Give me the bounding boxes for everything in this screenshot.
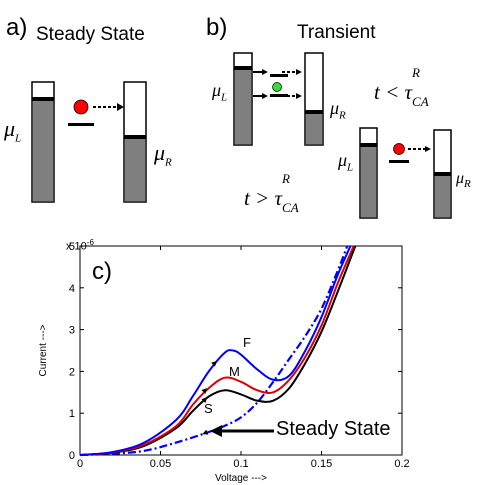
arrow-steady [202, 429, 209, 435]
panel-a-left-contact [31, 81, 55, 203]
panel-b-mu-left-sub: L [221, 91, 228, 104]
panel-b2-mu-right-symbol: μ [456, 170, 465, 187]
arrow-fast [211, 360, 217, 367]
panel-a-dot-level [68, 123, 94, 126]
inequality-less: t < τ R CA [374, 65, 429, 109]
steady-annotation-arrow-head [210, 425, 222, 437]
curve-label-slow: S [204, 401, 213, 416]
y-tick-label: 4 [69, 283, 75, 295]
panel-a-mu-right: μR [154, 140, 172, 168]
arrow-medium [201, 388, 208, 394]
panel-b-mu-left: μL [212, 80, 227, 104]
tau-less-sub: CA [412, 94, 429, 109]
panel-b2-mu-right: μR [456, 170, 471, 190]
panel-a-letter: a) [6, 14, 28, 41]
inequality-greater: t > τ R CA [244, 171, 299, 215]
panel-b2-electron-dot [393, 143, 405, 155]
curve-label-fast: F [243, 335, 251, 350]
steady-state-annotation: Steady State [276, 418, 391, 440]
panel-b2-mu-right-sub: R [464, 178, 471, 191]
panel-b-mu-right: μR [330, 98, 346, 122]
panel-a-mu-left: μL [4, 116, 21, 144]
panel-a-mu-left-sub: L [15, 132, 22, 145]
exponent-label-power: -6 [86, 238, 94, 247]
series-line-s [79, 245, 357, 456]
panel-a-mu-right-sub: R [165, 156, 172, 169]
panel-b2-left-contact [359, 127, 378, 219]
tau-less-sup: R [412, 65, 420, 80]
panel-b2-right-contact [433, 129, 452, 219]
x-tick-label: 0 [77, 458, 83, 470]
x-tick-label: 0.05 [150, 458, 171, 470]
panel-a-right-contact [123, 81, 147, 203]
panel-a-mu-left-symbol: μ [4, 116, 16, 141]
panel-b2-mu-left-sub: L [347, 161, 354, 174]
x-tick-label: 0.15 [311, 458, 332, 470]
panel-b2-mu-left: μL [338, 150, 353, 174]
y-tick-label: 3 [69, 325, 75, 337]
x-tick-label: 0.2 [394, 458, 409, 470]
tau-greater-sub: CA [282, 200, 299, 215]
exponent-label-base: x 10 [66, 240, 87, 253]
panel-b-mu-right-symbol: μ [330, 98, 340, 118]
series-line-m [79, 245, 355, 456]
panel-b-mu-left-symbol: μ [212, 80, 222, 100]
panel-c-letter: c) [92, 258, 112, 285]
x-axis-label: Voltage ---> [215, 473, 267, 484]
exponent-label: x 10-6 [66, 238, 94, 253]
y-tick-label: 2 [69, 366, 75, 378]
panel-b-mu-right-sub: R [339, 109, 346, 122]
panel-b-left-contact [233, 52, 253, 146]
panel-b-title: Transient [297, 22, 376, 43]
tau-greater-sup: R [282, 171, 290, 186]
series-line-f [79, 245, 352, 456]
x-tick-label: 0.1 [233, 458, 248, 470]
curve-label-medium: M [229, 364, 240, 379]
series-line-steady-state [79, 245, 349, 457]
inequality-less-text: t < τ [374, 80, 413, 104]
y-axis-label: Current ---> [38, 324, 49, 376]
arrow-slow [201, 397, 208, 404]
panel-b-right-contact [304, 52, 324, 146]
panel-a-mu-right-symbol: μ [154, 140, 166, 165]
panel-a-electron-dot [73, 99, 89, 115]
panel-b2-mu-left-symbol: μ [338, 150, 348, 170]
panel-a-title: Steady State [36, 24, 145, 45]
y-tick-label: 0 [69, 450, 75, 462]
inequality-greater-text: t > τ [244, 186, 283, 210]
panel-b-letter: b) [206, 14, 228, 41]
y-tick-label: 5 [69, 241, 75, 253]
y-tick-label: 1 [69, 408, 75, 420]
panel-b-electron-dot [272, 82, 282, 92]
